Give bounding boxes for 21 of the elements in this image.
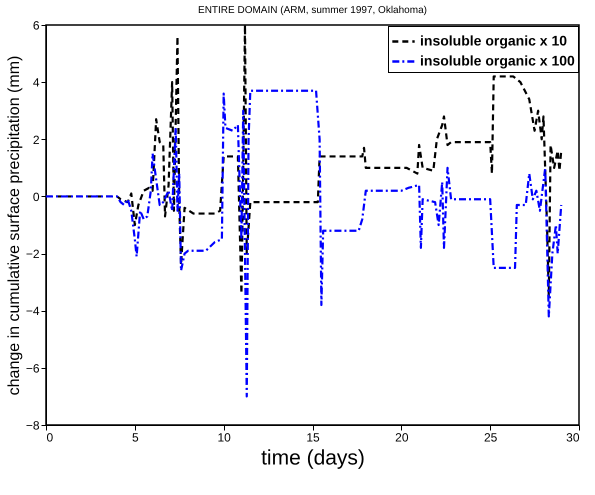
- y-tick-label: 2: [32, 132, 40, 147]
- y-axis-title: change in cumulative surface precipitation (mm): [6, 56, 23, 396]
- y-tick-label: −8: [26, 418, 40, 432]
- y-tick-label: −4: [26, 304, 40, 318]
- legend-label: insoluble organic x 10: [420, 32, 568, 48]
- x-tick-label: 15: [306, 430, 320, 444]
- legend-label: insoluble organic x 100: [420, 52, 576, 68]
- y-tick-label: −2: [26, 247, 40, 262]
- chart-title: ENTIRE DOMAIN (ARM, summer 1997, Oklahoma): [198, 5, 427, 16]
- x-tick-label: 10: [217, 430, 232, 444]
- y-tick-label: 6: [32, 18, 40, 32]
- line-series: [44, 90, 562, 398]
- x-tick-label: 5: [132, 430, 139, 444]
- x-axis-title: time (days): [261, 446, 365, 470]
- x-tick-label: 0: [46, 430, 54, 444]
- x-tick-label: 20: [395, 430, 409, 444]
- x-tick-label: 25: [484, 430, 498, 444]
- y-tick-label: −6: [26, 361, 40, 376]
- y-tick-label: 0: [32, 190, 40, 204]
- y-tick-label: 4: [32, 76, 40, 90]
- x-tick-label: 30: [566, 430, 580, 444]
